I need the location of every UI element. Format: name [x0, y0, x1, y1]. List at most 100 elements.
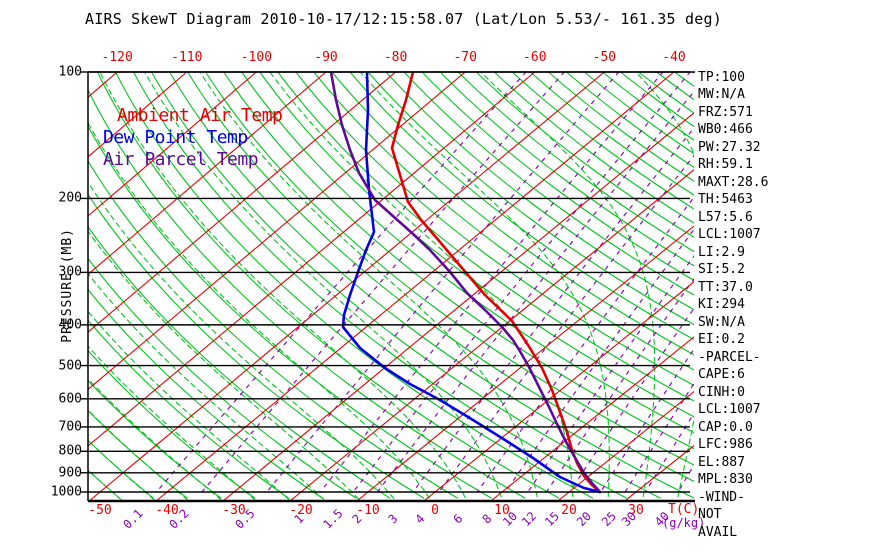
top-temp-tick-label: -70 — [453, 50, 477, 65]
dry-adiabat-line — [205, 72, 694, 466]
panel-line: LFC:986 — [698, 437, 753, 452]
panel-line: CINH:0 — [698, 384, 745, 400]
moist-adiabat-line — [88, 121, 432, 501]
bottom-temp-tick-label: -10 — [356, 503, 380, 518]
bottom-temp-tick-label: 10 — [494, 503, 510, 518]
legend-dew-point-temp: Dew Point Temp — [103, 127, 248, 148]
panel-line: KI:294 — [698, 297, 745, 312]
dry-adiabat-line — [349, 72, 694, 341]
pressure-tick-label: 500 — [58, 358, 82, 374]
dry-adiabat-line — [403, 72, 694, 296]
panel-line: FRZ:571 — [698, 104, 753, 120]
moist-adiabat-line — [88, 181, 397, 501]
panel-line: RH:59.1 — [698, 157, 753, 172]
panel-line: TT:37.0 — [698, 279, 753, 295]
mixing-ratio-line — [545, 277, 694, 493]
mixing-ratio-line — [352, 72, 691, 493]
panel-line: AVAIL — [698, 524, 738, 540]
top-temp-tick-label: -120 — [101, 50, 133, 65]
dry-adiabat-line — [493, 72, 694, 224]
isotherm-line — [423, 281, 694, 501]
top-temp-tick-label: -60 — [523, 50, 547, 65]
bottom-temp-tick-label: 0 — [431, 503, 439, 518]
dry-adiabat-line — [277, 72, 694, 402]
panel-line: SW:N/A — [698, 314, 745, 330]
panel-line: NOT — [698, 507, 722, 522]
dry-adiabat-line — [331, 72, 694, 356]
panel-line: CAP:0.0 — [698, 419, 753, 435]
mixing-ratio-line — [476, 196, 694, 493]
isotherm-line — [88, 72, 397, 333]
bottom-temp-tick-label: -30 — [222, 503, 246, 518]
pressure-tick-label: 800 — [58, 443, 82, 459]
pressure-tick-label: 100 — [58, 64, 82, 80]
isotherm-line — [356, 225, 694, 501]
pressure-tick-label: 1000 — [50, 484, 82, 500]
dry-adiabat-line — [295, 72, 694, 387]
moist-adiabat-line — [88, 345, 258, 501]
moist-adiabat-line — [88, 498, 91, 501]
panel-line: WB0:466 — [698, 122, 753, 137]
isotherm-line — [88, 72, 536, 447]
moist-adiabat-line — [0, 72, 62, 506]
moist-adiabat-line — [88, 272, 327, 501]
panel-line: MAXT:28.6 — [698, 174, 769, 190]
panel-line: -PARCEL- — [698, 349, 761, 365]
mixing-ratio-line — [504, 228, 694, 493]
mixing-ratio-line — [376, 90, 694, 493]
isotherm-line — [88, 72, 188, 158]
panel-line: TP:100 — [698, 69, 745, 85]
mixing-ratio-unit-label: (g/kg) — [662, 516, 706, 530]
moist-adiabat-line — [199, 72, 539, 501]
x-axis-title-temperature: T(C) — [668, 502, 700, 517]
dry-adiabat-line — [439, 72, 694, 267]
dry-adiabat-line — [457, 72, 694, 253]
panel-line: PW:27.32 — [698, 139, 761, 155]
top-temp-tick-label: -50 — [592, 50, 617, 65]
isotherm-line — [222, 112, 694, 501]
pressure-tick-label: 200 — [58, 190, 82, 206]
mixing-ratio-line — [438, 154, 694, 493]
mixing-ratio-line — [600, 348, 694, 493]
chart-title: AIRS SkewT Diagram 2010-10-17/12:15:58.0… — [85, 10, 722, 28]
mixing-ratio-line — [644, 412, 694, 493]
panel-line: LCL:1007 — [698, 227, 761, 242]
legend-air-parcel-temp: Air Parcel Temp — [103, 149, 259, 170]
mixing-ratio-line — [569, 307, 694, 493]
moist-adiabat-line — [635, 72, 694, 501]
top-temp-tick-label: -40 — [662, 50, 686, 65]
isotherm-line — [88, 72, 605, 501]
panel-line: EL:887 — [698, 454, 745, 470]
moist-adiabat-line — [88, 230, 362, 501]
panel-line: -WIND- — [698, 489, 745, 505]
moist-adiabat-line — [269, 72, 574, 501]
pressure-tick-label: 300 — [58, 264, 82, 280]
panel-line: LCL:1007 — [698, 402, 761, 417]
panel-line: CAPE:6 — [698, 367, 745, 382]
pressure-tick-label: 600 — [58, 391, 82, 407]
bottom-temp-tick-label: 20 — [561, 503, 577, 518]
isotherm-line — [88, 72, 466, 391]
panel-line: TH:5463 — [698, 192, 753, 207]
mixing-ratio-line — [201, 72, 565, 493]
dry-adiabat-line — [529, 72, 694, 196]
top-temp-tick-label: -110 — [171, 50, 203, 65]
moist-adiabat-line — [99, 72, 468, 501]
dry-adiabat-line — [583, 72, 694, 155]
mixing-ratio-line — [155, 72, 527, 493]
mixing-ratio-line — [412, 126, 694, 493]
moist-adiabat-line — [88, 310, 292, 501]
dry-adiabat-line — [547, 72, 694, 182]
legend-ambient-air-temp: Ambient Air Temp — [117, 105, 283, 126]
isotherm-line — [88, 72, 327, 276]
isotherm-line — [289, 169, 694, 501]
pressure-tick-label: 900 — [58, 465, 82, 481]
panel-line: SI:5.2 — [698, 262, 745, 277]
moist-adiabat-line — [88, 378, 224, 501]
moist-adiabat-line — [144, 72, 504, 501]
moist-adiabat-line — [88, 409, 190, 501]
isotherm-line — [557, 390, 694, 501]
bottom-temp-tick-label: -20 — [289, 503, 313, 518]
